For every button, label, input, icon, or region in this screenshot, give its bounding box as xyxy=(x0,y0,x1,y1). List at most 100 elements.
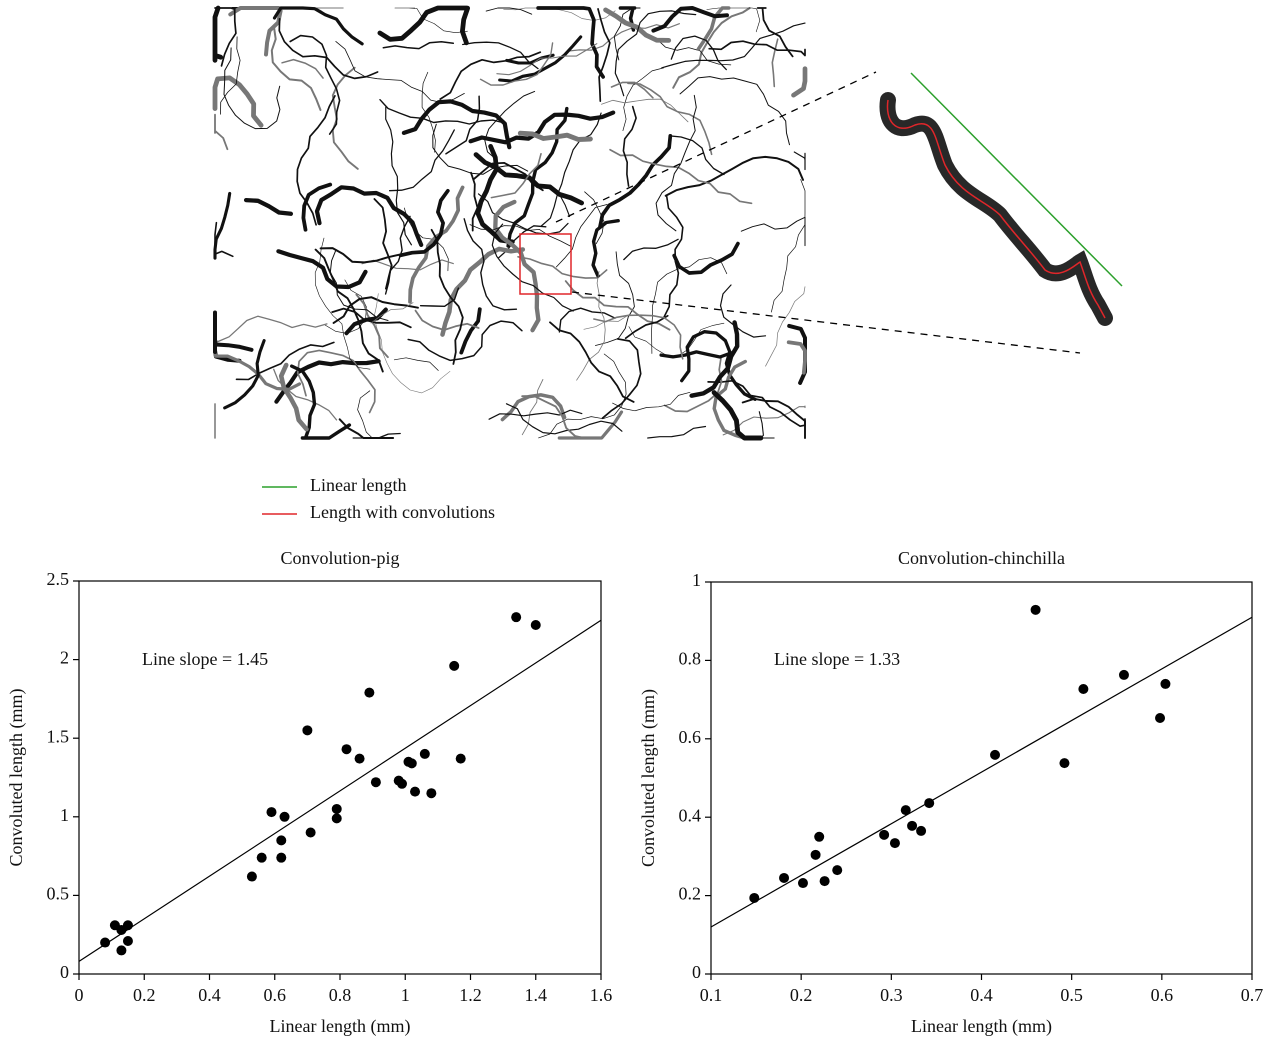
x-tick-label: 0.1 xyxy=(700,985,723,1005)
data-point xyxy=(832,865,843,876)
y-tick-label: 2 xyxy=(60,648,69,668)
vessel xyxy=(719,284,767,338)
vessel xyxy=(601,98,689,123)
vessel xyxy=(329,249,389,321)
vessel xyxy=(556,204,608,268)
vessel xyxy=(771,179,806,313)
data-point xyxy=(1118,669,1129,680)
vessel xyxy=(614,10,697,97)
data-point xyxy=(426,788,437,799)
data-point xyxy=(406,758,417,769)
vessel xyxy=(491,223,574,312)
vessel xyxy=(651,6,729,33)
vessel xyxy=(220,36,241,115)
x-tick-label: 0.4 xyxy=(970,985,993,1005)
data-point xyxy=(990,749,1001,760)
data-point xyxy=(810,849,821,860)
vessel xyxy=(485,7,533,15)
vessel xyxy=(379,99,506,125)
vessel xyxy=(290,364,352,440)
vessel xyxy=(296,349,376,414)
annotation: Line slope = 1.45 xyxy=(142,649,268,669)
convolution-path xyxy=(886,99,1106,319)
vessel xyxy=(477,193,569,235)
vessel xyxy=(370,302,414,324)
vessel xyxy=(593,314,684,360)
vessel xyxy=(319,247,401,264)
vessel xyxy=(609,148,753,205)
x-tick-label: 0.2 xyxy=(133,985,156,1005)
data-point xyxy=(924,798,935,809)
x-tick-label: 0.6 xyxy=(264,985,287,1005)
data-point xyxy=(1030,604,1041,615)
legend-label: Linear length xyxy=(310,475,406,495)
vessel xyxy=(213,191,232,260)
zoomed-vessel xyxy=(879,92,1113,326)
x-tick-label: 0.7 xyxy=(1241,985,1264,1005)
x-tick-label: 1.2 xyxy=(459,985,482,1005)
x-tick-label: 0.8 xyxy=(329,985,352,1005)
vessel xyxy=(598,134,673,229)
data-point xyxy=(266,807,277,818)
vessel xyxy=(223,339,266,410)
vessel xyxy=(576,270,606,381)
vessel xyxy=(430,228,464,365)
vessel xyxy=(647,425,707,439)
vessel xyxy=(273,368,338,421)
vessel xyxy=(228,6,283,57)
vessel xyxy=(213,310,242,363)
data-point xyxy=(341,744,352,755)
vessel xyxy=(488,409,583,420)
vessel xyxy=(214,113,229,151)
y-tick-label: 0.2 xyxy=(679,884,702,904)
x-tick-label: 0 xyxy=(75,985,84,1005)
vessel xyxy=(651,257,728,354)
trend-line xyxy=(710,616,1253,928)
vessel xyxy=(517,130,593,142)
data-point xyxy=(1160,678,1171,689)
vessel xyxy=(756,7,794,58)
y-tick-label: 0 xyxy=(692,962,701,982)
data-point xyxy=(276,835,287,846)
vessel xyxy=(595,251,635,346)
vessel xyxy=(679,76,790,146)
vessel xyxy=(655,94,697,232)
vessel xyxy=(521,379,544,436)
vessel xyxy=(540,112,602,227)
vessel xyxy=(212,5,224,63)
data-point xyxy=(819,876,830,887)
vessel xyxy=(793,151,806,171)
vessel xyxy=(506,106,569,248)
vessel xyxy=(335,41,465,104)
vessel xyxy=(521,395,601,439)
vessel xyxy=(382,41,455,50)
y-axis-label: Convoluted length (mm) xyxy=(638,689,659,867)
data-point xyxy=(302,725,313,736)
annotation: Line slope = 1.33 xyxy=(774,649,900,669)
vessel xyxy=(558,307,616,333)
legend: Linear length Length with convolutions xyxy=(262,475,495,522)
data-point xyxy=(879,829,890,840)
vessel xyxy=(623,238,679,261)
vessel xyxy=(276,249,368,290)
data-point xyxy=(1155,713,1166,724)
data-point xyxy=(305,827,316,838)
data-point xyxy=(907,820,918,831)
data-point xyxy=(122,935,133,946)
data-point xyxy=(116,945,127,956)
data-point xyxy=(900,805,911,816)
data-point xyxy=(749,892,760,903)
legend-label: Length with convolutions xyxy=(310,502,495,522)
x-tick-label: 0.4 xyxy=(198,985,221,1005)
vessel xyxy=(741,397,806,439)
vessel xyxy=(296,95,336,226)
x-axis-label: Linear length (mm) xyxy=(911,1016,1052,1037)
y-axis-label: Convoluted length (mm) xyxy=(6,689,27,867)
vessel xyxy=(493,199,541,333)
data-point xyxy=(797,878,808,889)
linear-path xyxy=(910,72,1123,287)
vessel xyxy=(377,5,470,46)
data-point xyxy=(889,838,900,849)
vessel xyxy=(612,391,691,412)
y-tick-label: 0.6 xyxy=(679,727,702,747)
